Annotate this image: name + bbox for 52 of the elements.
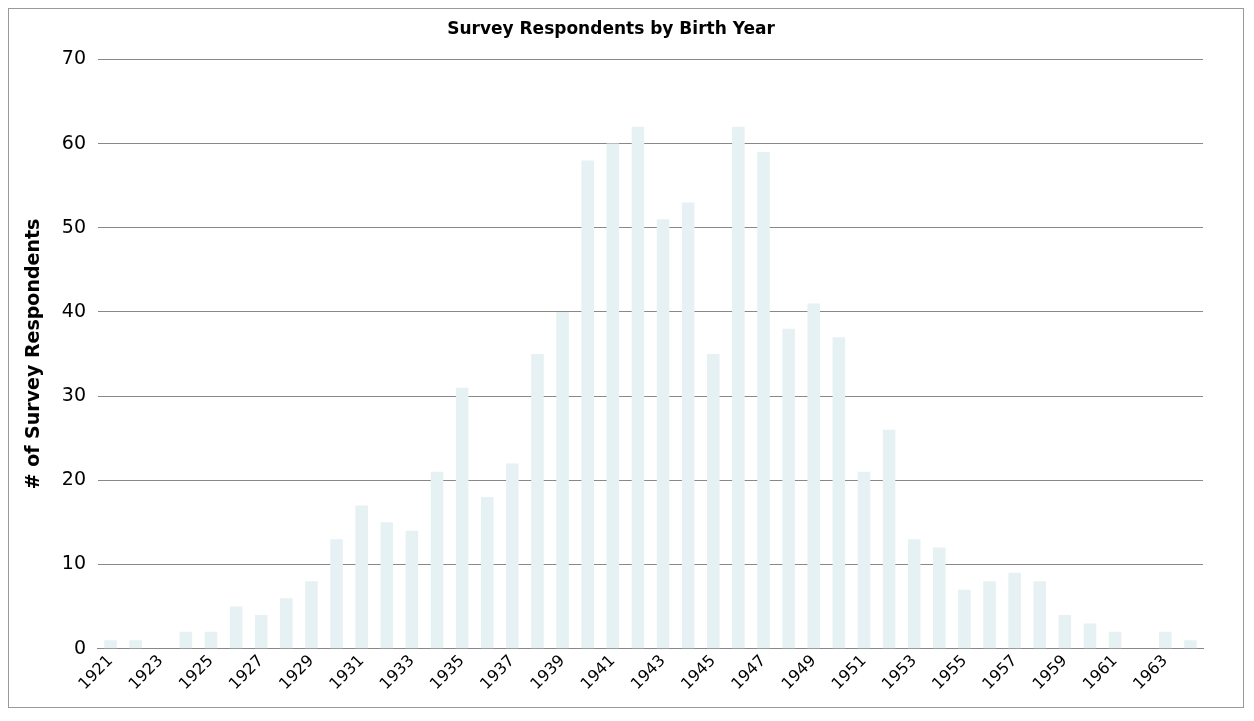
bar xyxy=(1083,623,1097,649)
bar xyxy=(983,581,996,649)
y-tick-label: 0 xyxy=(73,635,86,658)
y-tick-label: 30 xyxy=(61,383,86,406)
bar xyxy=(807,303,821,649)
bar xyxy=(581,160,594,649)
bar xyxy=(129,640,142,649)
bar xyxy=(1008,572,1021,649)
y-tick-label: 50 xyxy=(61,214,86,237)
bar xyxy=(1033,581,1047,649)
y-tick-label: 70 xyxy=(61,46,86,69)
bar xyxy=(1159,631,1172,649)
bar xyxy=(506,463,519,649)
bar xyxy=(330,539,343,649)
bar xyxy=(556,311,569,649)
bar xyxy=(1108,631,1122,649)
bar xyxy=(280,598,293,649)
bar xyxy=(531,354,544,649)
bar xyxy=(681,202,695,649)
bar xyxy=(380,522,394,649)
bar xyxy=(656,219,670,649)
bar xyxy=(305,581,318,649)
bar xyxy=(606,143,620,649)
bar xyxy=(933,547,946,649)
bar xyxy=(430,471,444,649)
bar xyxy=(882,429,896,649)
y-tick-label: 60 xyxy=(61,130,86,153)
bar xyxy=(631,126,645,649)
bar xyxy=(229,606,243,649)
bar xyxy=(958,589,971,649)
bar xyxy=(480,497,494,649)
chart-title: Survey Respondents by Birth Year xyxy=(447,17,776,38)
bar xyxy=(907,539,921,649)
bar xyxy=(405,530,419,649)
bar xyxy=(254,614,268,649)
bar xyxy=(857,471,871,649)
y-tick-label: 20 xyxy=(61,467,86,490)
bar xyxy=(732,126,745,649)
y-tick-label: 40 xyxy=(61,298,86,321)
bar xyxy=(455,387,469,649)
bar xyxy=(1058,614,1072,649)
y-tick-label: 10 xyxy=(61,551,86,574)
bar xyxy=(832,337,846,649)
bar xyxy=(1184,640,1197,649)
bar xyxy=(707,354,720,649)
bar xyxy=(782,328,795,649)
bar xyxy=(204,631,218,649)
bar xyxy=(104,640,117,649)
bar xyxy=(757,151,770,649)
bar xyxy=(179,631,193,649)
bar xyxy=(355,505,368,649)
y-axis-title: # of Survey Respondents xyxy=(21,218,44,490)
